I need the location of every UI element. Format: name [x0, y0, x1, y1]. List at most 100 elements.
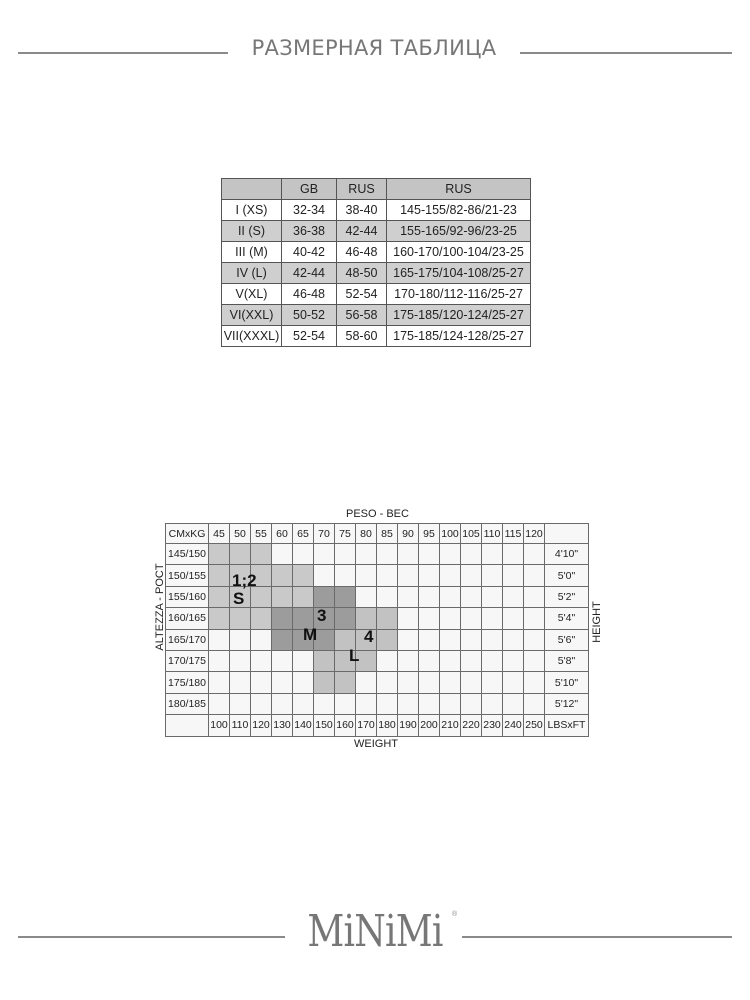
grid-cell	[376, 564, 398, 587]
grid-cell	[460, 543, 482, 566]
size-table-row: V(XL) 46-48 52-54 170-180/112-116/25-27	[221, 283, 531, 305]
registered-mark: ®	[452, 911, 458, 918]
header-blank-cell	[544, 523, 589, 544]
grid-cell	[292, 692, 314, 716]
lbs-tick-label: 200	[418, 714, 440, 737]
grid-cell	[334, 607, 356, 630]
grid-cell	[229, 607, 251, 630]
grid-cell	[271, 671, 293, 694]
grid-cell	[460, 650, 482, 673]
grid-cell	[460, 585, 482, 609]
size-table-cell: 52-54	[281, 325, 337, 347]
size-table-cell: 145-155/82-86/21-23	[386, 199, 531, 221]
grid-cell	[376, 628, 398, 651]
size-table-cell: 40-42	[281, 241, 337, 263]
size-table-cell: 170-180/112-116/25-27	[386, 283, 531, 305]
grid-cell	[229, 650, 251, 673]
grid-cell	[481, 692, 503, 716]
grid-cell	[313, 671, 335, 694]
kg-tick-label: 95	[418, 523, 440, 544]
grid-cell	[481, 564, 503, 587]
grid-cell	[418, 543, 440, 566]
lbs-tick-label: 110	[229, 714, 251, 737]
grid-cell	[208, 607, 230, 630]
grid-cell	[208, 692, 230, 716]
grid-cell	[271, 543, 293, 566]
kg-tick-label: 75	[334, 523, 356, 544]
grid-cell	[502, 628, 524, 651]
lbs-tick-label: 140	[292, 714, 314, 737]
grid-cell	[418, 650, 440, 673]
cm-tick-label: 160/165	[165, 607, 209, 630]
size-table-row: I (XS) 32-34 38-40 145-155/82-86/21-23	[221, 199, 531, 221]
size-table-cell: 52-54	[336, 283, 387, 305]
grid-cell	[208, 671, 230, 694]
lbs-tick-label: 220	[460, 714, 482, 737]
grid-cell	[250, 671, 272, 694]
lbs-tick-label: 190	[397, 714, 419, 737]
grid-cell	[460, 564, 482, 587]
footer-blank-cell	[165, 714, 209, 737]
right-axis-label: HEIGHT	[591, 601, 603, 643]
size-table-cell: 160-170/100-104/23-25	[386, 241, 531, 263]
grid-cell	[292, 585, 314, 609]
kg-tick-label: 100	[439, 523, 461, 544]
region-letter-label: L	[349, 646, 360, 665]
corner-lbs-label: LBSxFT	[544, 714, 589, 737]
grid-cell	[502, 650, 524, 673]
grid-cell	[523, 628, 545, 651]
grid-cell	[271, 650, 293, 673]
minimi-logo: MiNiMi	[307, 906, 443, 957]
grid-cell	[313, 585, 335, 609]
grid-cell	[397, 543, 419, 566]
grid-cell	[292, 650, 314, 673]
lbs-tick-label: 250	[523, 714, 545, 737]
kg-tick-label: 65	[292, 523, 314, 544]
grid-cell	[292, 671, 314, 694]
bottom-axis-label: WEIGHT	[354, 738, 398, 750]
size-table-cell: 175-185/120-124/25-27	[386, 304, 531, 326]
grid-cell	[208, 628, 230, 651]
grid-cell	[208, 650, 230, 673]
grid-cell	[418, 692, 440, 716]
grid-cell	[355, 585, 377, 609]
size-table-cell: 165-175/104-108/25-27	[386, 262, 531, 284]
grid-cell	[418, 628, 440, 651]
left-axis-label: ALTEZZA - POCT	[154, 563, 166, 651]
grid-cell	[502, 543, 524, 566]
lbs-tick-label: 240	[502, 714, 524, 737]
grid-cell	[439, 543, 461, 566]
grid-cell	[502, 564, 524, 587]
grid-cell	[313, 692, 335, 716]
kg-tick-label: 60	[271, 523, 293, 544]
grid-cell	[481, 543, 503, 566]
size-table-cell: VI(XXL)	[221, 304, 282, 326]
lbs-tick-label: 210	[439, 714, 461, 737]
grid-cell	[481, 671, 503, 694]
size-table-header: GB RUS RUS	[221, 178, 531, 200]
grid-cell	[271, 692, 293, 716]
grid-cell	[334, 564, 356, 587]
grid-cell	[271, 628, 293, 651]
grid-cell	[229, 671, 251, 694]
region-letter-label: S	[233, 589, 245, 608]
grid-cell	[271, 585, 293, 609]
grid-cell	[397, 692, 419, 716]
grid-cell	[313, 543, 335, 566]
grid-cell	[229, 692, 251, 716]
grid-cell	[460, 671, 482, 694]
grid-cell	[229, 543, 251, 566]
grid-cell	[355, 671, 377, 694]
grid-cell	[397, 585, 419, 609]
grid-cell	[502, 671, 524, 694]
grid-cell	[439, 628, 461, 651]
kg-tick-label: 45	[208, 523, 230, 544]
grid-cell	[397, 607, 419, 630]
kg-tick-label: 115	[502, 523, 524, 544]
grid-cell	[481, 650, 503, 673]
size-table-cell: 56-58	[336, 304, 387, 326]
size-table-cell: VII(XXXL)	[221, 325, 282, 347]
size-table-cell: 42-44	[336, 220, 387, 242]
grid-cell	[523, 650, 545, 673]
size-table-row: II (S) 36-38 42-44 155-165/92-96/23-25	[221, 220, 531, 242]
